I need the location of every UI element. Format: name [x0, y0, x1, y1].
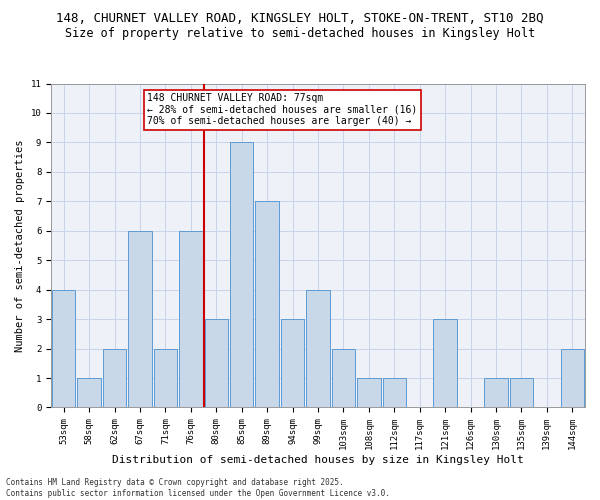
Bar	[77, 378, 101, 408]
Text: 148, CHURNET VALLEY ROAD, KINGSLEY HOLT, STOKE-ON-TRENT, ST10 2BQ: 148, CHURNET VALLEY ROAD, KINGSLEY HOLT,…	[56, 12, 544, 26]
Bar	[179, 231, 203, 408]
Bar	[281, 319, 304, 408]
Bar	[154, 348, 177, 408]
Bar	[128, 231, 152, 408]
Bar	[230, 142, 253, 408]
Bar	[307, 290, 330, 408]
Bar	[52, 290, 76, 408]
Bar	[433, 319, 457, 408]
X-axis label: Distribution of semi-detached houses by size in Kingsley Holt: Distribution of semi-detached houses by …	[112, 455, 524, 465]
Bar	[103, 348, 126, 408]
Bar	[256, 202, 279, 408]
Bar	[484, 378, 508, 408]
Bar	[205, 319, 228, 408]
Bar	[383, 378, 406, 408]
Bar	[510, 378, 533, 408]
Bar	[560, 348, 584, 408]
Text: Size of property relative to semi-detached houses in Kingsley Holt: Size of property relative to semi-detach…	[65, 28, 535, 40]
Y-axis label: Number of semi-detached properties: Number of semi-detached properties	[15, 139, 25, 352]
Text: 148 CHURNET VALLEY ROAD: 77sqm
← 28% of semi-detached houses are smaller (16)
70: 148 CHURNET VALLEY ROAD: 77sqm ← 28% of …	[147, 93, 418, 126]
Text: Contains HM Land Registry data © Crown copyright and database right 2025.
Contai: Contains HM Land Registry data © Crown c…	[6, 478, 390, 498]
Bar	[332, 348, 355, 408]
Bar	[357, 378, 380, 408]
